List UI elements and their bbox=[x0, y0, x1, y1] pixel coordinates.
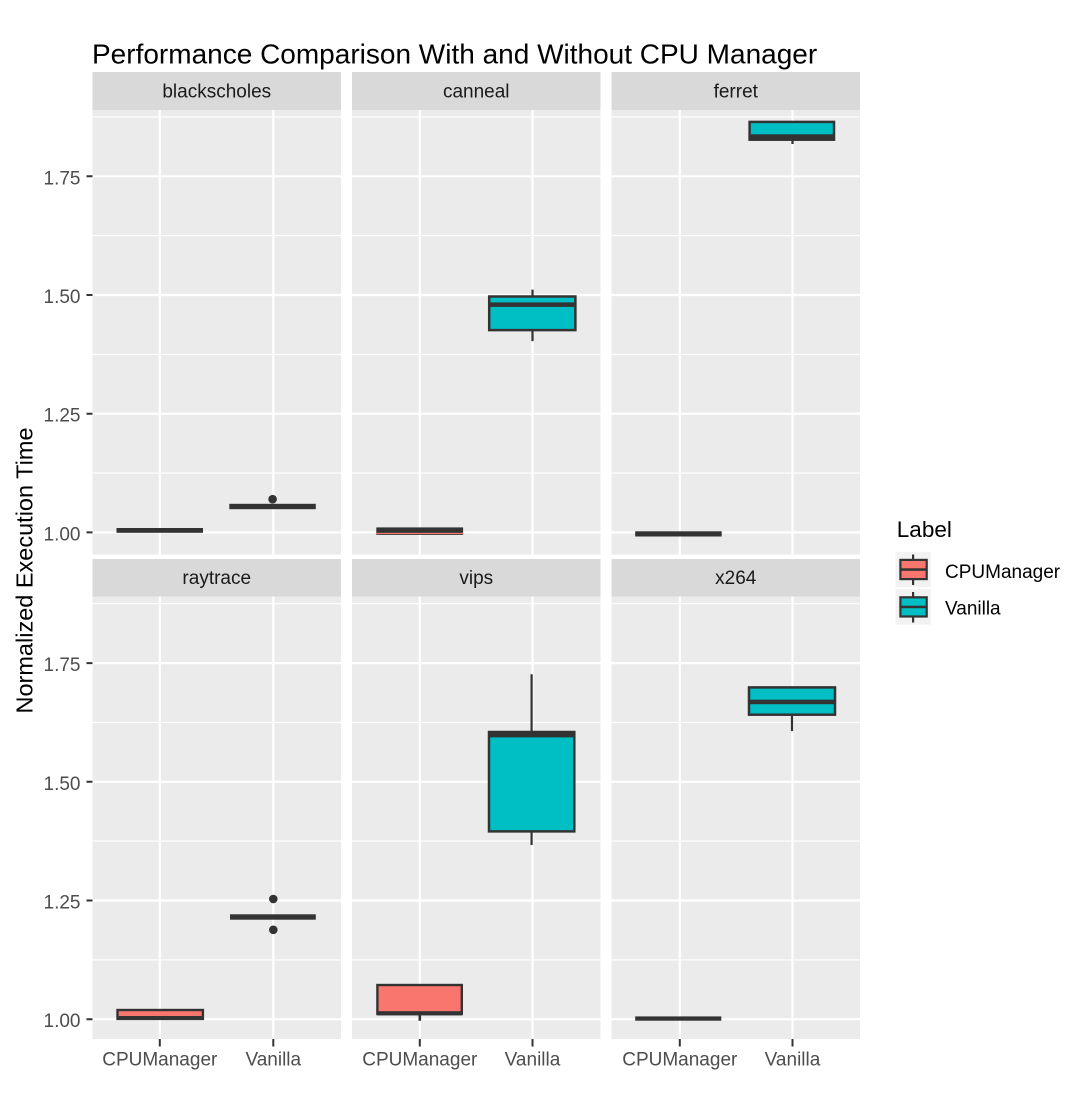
svg-text:CPUManager: CPUManager bbox=[622, 1050, 738, 1071]
svg-text:CPUManager: CPUManager bbox=[362, 1050, 478, 1071]
svg-text:Vanilla: Vanilla bbox=[505, 1050, 561, 1071]
svg-text:ferret: ferret bbox=[714, 82, 759, 103]
svg-text:Vanilla: Vanilla bbox=[765, 1050, 821, 1071]
svg-text:x264: x264 bbox=[715, 568, 757, 589]
svg-text:Vanilla: Vanilla bbox=[245, 1050, 301, 1071]
svg-text:CPUManager: CPUManager bbox=[945, 562, 1061, 583]
svg-text:1.75: 1.75 bbox=[44, 655, 81, 676]
svg-text:Vanilla: Vanilla bbox=[945, 598, 1001, 619]
svg-text:1.25: 1.25 bbox=[44, 406, 81, 427]
svg-text:1.00: 1.00 bbox=[44, 1011, 81, 1032]
svg-text:CPUManager: CPUManager bbox=[102, 1050, 218, 1071]
svg-text:1.50: 1.50 bbox=[44, 774, 81, 795]
svg-text:raytrace: raytrace bbox=[182, 568, 251, 589]
svg-text:1.75: 1.75 bbox=[44, 168, 81, 189]
svg-text:Normalized Execution Time: Normalized Execution Time bbox=[12, 427, 38, 713]
svg-text:1.25: 1.25 bbox=[44, 893, 81, 914]
svg-text:canneal: canneal bbox=[443, 82, 510, 103]
svg-text:vips: vips bbox=[459, 568, 493, 589]
svg-text:1.00: 1.00 bbox=[44, 524, 81, 545]
svg-text:1.50: 1.50 bbox=[44, 287, 81, 308]
svg-text:Performance Comparison With an: Performance Comparison With and Without … bbox=[92, 39, 817, 70]
svg-text:Label: Label bbox=[897, 517, 952, 542]
svg-text:blackscholes: blackscholes bbox=[162, 82, 271, 103]
